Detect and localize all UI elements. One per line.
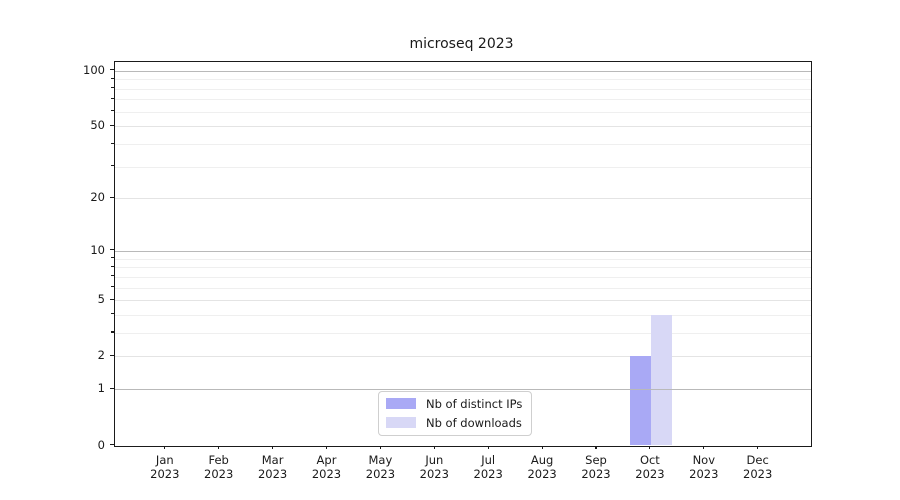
y-minortick-3 (111, 331, 114, 333)
gridline-y-5 (114, 300, 811, 301)
gridline-y-50 (114, 126, 811, 128)
y-tick-label-5: 5 (97, 292, 105, 306)
legend: Nb of distinct IPs Nb of downloads (378, 390, 533, 436)
y-tick-label-1: 1 (97, 381, 105, 396)
x-tick-label-aug: Aug 2023 (527, 452, 557, 482)
y-minortick-8 (111, 265, 114, 267)
bar-nb-of-distinct-ips-oct (629, 356, 651, 446)
y-minortick-7 (111, 275, 114, 277)
chart-title: microseq 2023 (409, 36, 514, 52)
y-tick-label-0: 0 (97, 437, 105, 452)
x-tick-label-apr: Apr 2023 (311, 452, 342, 482)
x-tick-label-feb: Feb 2023 (204, 452, 234, 482)
y-minortick-9 (111, 257, 114, 259)
x-tick-label-jan: Jan 2023 (150, 452, 180, 482)
y-tick-label-100: 100 (83, 62, 105, 77)
y-minortick-40 (111, 142, 114, 144)
gridline-y-20 (114, 198, 811, 200)
gridline-y-7 (114, 276, 811, 278)
y-tick-1 (109, 387, 114, 389)
y-minortick-30 (111, 165, 114, 167)
x-tick-label-dec: Dec 2023 (743, 452, 773, 482)
legend-item-downloads: Nb of downloads (386, 416, 522, 430)
x-tick-aug (541, 445, 543, 450)
gridline-y-4 (114, 314, 811, 316)
gridline-y-3 (114, 332, 811, 334)
gridline-y-1 (114, 389, 811, 391)
x-tick-dec (757, 445, 759, 450)
x-tick-jan (164, 445, 166, 450)
x-tick-sep (595, 445, 597, 450)
x-tick-jul (487, 445, 489, 450)
gridline-y-100 (114, 70, 811, 72)
y-minortick-4 (111, 313, 114, 315)
legend-label-downloads: Nb of downloads (426, 415, 522, 430)
x-tick-label-jul: Jul 2023 (473, 452, 503, 482)
gridline-y-30 (114, 166, 811, 168)
plot-area (113, 61, 812, 447)
x-tick-label-jun: Jun 2023 (419, 452, 449, 482)
gridline-y-60 (114, 111, 811, 113)
bars-layer (115, 62, 811, 446)
y-tick-10 (109, 249, 114, 251)
x-tick-label-sep: Sep 2023 (581, 452, 611, 482)
gridline-y-10 (114, 250, 811, 252)
grid-layer (114, 62, 811, 446)
x-tick-jun (433, 445, 435, 450)
x-tick-label-oct: Oct 2023 (635, 452, 665, 482)
gridline-y-9 (114, 258, 811, 260)
y-tick-50 (109, 124, 114, 126)
legend-swatch-distinct-ips (386, 398, 416, 409)
x-tick-label-may: May 2023 (365, 452, 396, 482)
legend-swatch-downloads (386, 417, 416, 428)
y-tick-5 (109, 298, 114, 300)
x-tick-mar (272, 445, 274, 450)
gridline-y-90 (114, 79, 811, 81)
y-tick-20 (109, 196, 114, 198)
bar-nb-of-downloads-oct (650, 314, 672, 446)
gridline-y-6 (114, 287, 811, 289)
y-tick-label-20: 20 (90, 190, 105, 205)
x-tick-nov (703, 445, 705, 450)
x-tick-feb (218, 445, 220, 450)
legend-label-distinct-ips: Nb of distinct IPs (426, 396, 523, 411)
y-tick-2 (109, 354, 114, 356)
gridline-y-70 (114, 99, 811, 101)
gridline-y-2 (114, 356, 811, 358)
x-tick-label-mar: Mar 2023 (257, 452, 288, 482)
y-tick-label-2: 2 (97, 348, 105, 363)
y-tick-label-10: 10 (90, 242, 105, 257)
y-minortick-6 (111, 286, 114, 288)
y-tick-label-50: 50 (90, 118, 105, 133)
x-tick-may (379, 445, 381, 450)
x-tick-oct (649, 445, 651, 450)
y-minortick-70 (111, 97, 114, 100)
x-tick-apr (325, 445, 328, 450)
x-tick-label-nov: Nov 2023 (689, 452, 719, 482)
y-tick-100 (109, 69, 114, 71)
gridline-y-8 (114, 267, 811, 269)
y-tick-0 (109, 444, 114, 446)
gridline-y-40 (114, 144, 811, 145)
gridline-y-80 (114, 88, 811, 90)
y-minortick-90 (111, 77, 114, 79)
y-minortick-80 (111, 87, 114, 89)
legend-item-distinct-ips: Nb of distinct IPs (386, 397, 522, 411)
y-minortick-60 (111, 110, 114, 112)
